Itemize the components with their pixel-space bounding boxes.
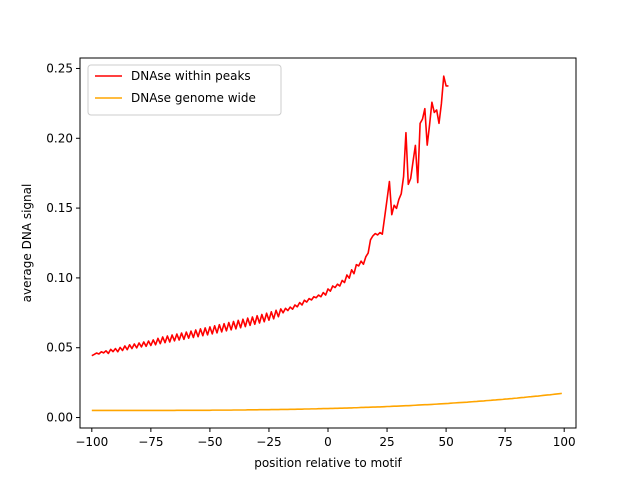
x-tick-label: 50 (438, 435, 453, 449)
x-tick-label: 25 (379, 435, 394, 449)
series-line-dnase-within-peaks (91, 75, 449, 357)
x-tick-label: 100 (553, 435, 576, 449)
x-tick-label: −100 (75, 435, 108, 449)
x-tick-label: 75 (498, 435, 513, 449)
y-tick-label: 0.00 (46, 411, 73, 425)
x-tick-label: −25 (256, 435, 281, 449)
plot-series (91, 75, 562, 412)
y-tick-label: 0.10 (46, 271, 73, 285)
legend-label-dnase-within-peaks: DNAse within peaks (131, 69, 251, 83)
x-tick-label: −50 (197, 435, 222, 449)
legend: DNAse within peaks DNAse genome wide (87, 64, 282, 116)
y-tick-label: 0.20 (46, 131, 73, 145)
x-axis: −100 −75 −50 −25 0 25 50 75 100 (75, 428, 576, 449)
y-tick-label: 0.25 (46, 61, 73, 75)
legend-box (87, 64, 282, 116)
y-axis: 0.00 0.05 0.10 0.15 0.20 0.25 (46, 61, 80, 425)
x-tick-label: −75 (138, 435, 163, 449)
y-tick-label: 0.15 (46, 201, 73, 215)
y-tick-label: 0.05 (46, 341, 73, 355)
y-axis-label: average DNA signal (20, 184, 34, 303)
series-line-dnase-genome-wide (91, 392, 562, 412)
legend-label-dnase-genome-wide: DNAse genome wide (131, 91, 256, 105)
x-axis-label: position relative to motif (254, 456, 402, 470)
x-tick-label: 0 (324, 435, 332, 449)
